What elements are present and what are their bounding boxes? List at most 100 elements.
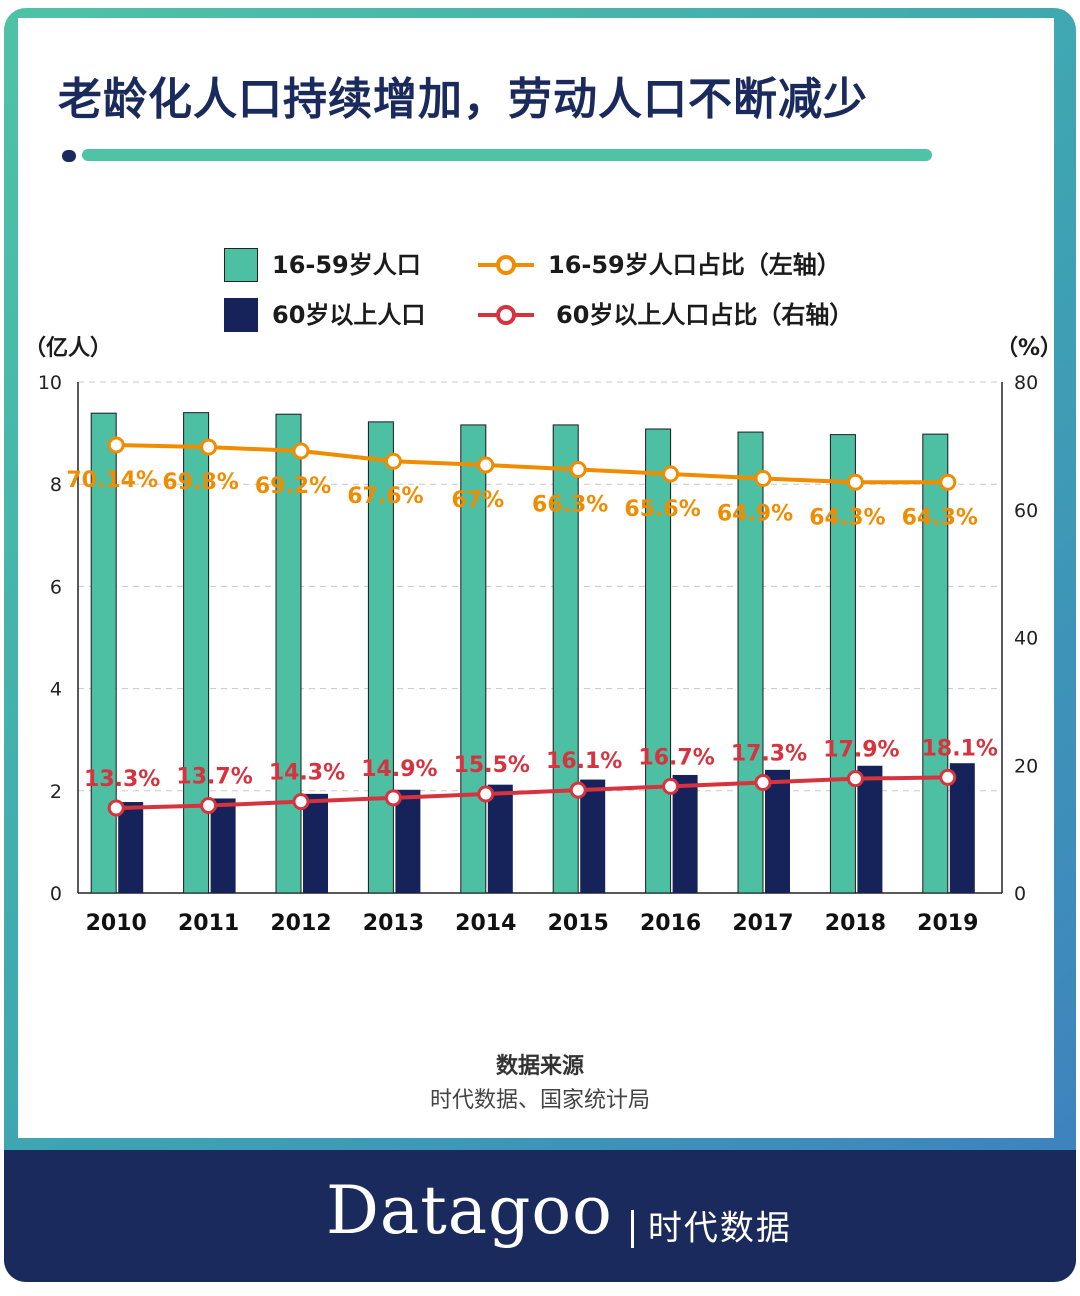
elderly-share-point [107,799,125,817]
title-underline-dot [62,150,76,162]
elderly-share-point [662,777,680,795]
bar-elderly [765,769,790,893]
left-axis-tick-label: 4 [50,679,62,701]
legend-swatch-working-age [224,248,258,282]
elderly-share-data-label: 13.7% [176,764,252,789]
working-age-share-data-label: 70.14% [66,468,158,493]
working-age-share-data-label: 69.2% [255,474,331,499]
elderly-share-data-label: 18.1% [922,736,998,761]
working-age-share-point [107,436,125,454]
bar-working-age [552,424,579,894]
left-axis-tick-label: 2 [50,781,62,803]
x-axis-tick-label: 2010 [86,911,147,936]
legend-label-working-age-share: 16-59岁人口占比（左轴） [548,251,841,279]
legend-item-working-age-bars: 16-59岁人口 [224,248,464,282]
bar-elderly [210,798,236,893]
bar-working-age [737,431,764,894]
x-axis-tick-label: 2018 [825,911,886,936]
brand-separator [630,1209,634,1248]
bar-working-age [183,412,210,894]
x-axis-tick-label: 2019 [917,911,978,936]
working-age-share-data-label: 67.6% [347,484,423,509]
elderly-share-point [200,796,218,814]
working-age-share-line [116,442,948,485]
brand-name: Datagoo [326,1172,613,1249]
elderly-share-line [116,775,948,811]
x-axis-tick-label: 2015 [548,911,609,936]
title-underline-bar [82,149,932,161]
elderly-share-data-label: 17.3% [731,741,807,766]
elderly-share-data-label: 15.5% [454,753,530,778]
left-axis-tick-label: 6 [50,576,62,598]
elderly-share-point [754,773,772,791]
bar-elderly [303,793,328,893]
elderly-share-data-label: 13.3% [84,767,160,792]
left-axis-unit: （亿人） [24,336,113,361]
working-age-share-data-label: 64.3% [809,505,885,530]
source-title: 数据来源 [495,1054,584,1079]
elderly-share-data-label: 16.7% [638,745,714,770]
brand-chinese: 时代数据 [647,1208,792,1249]
working-age-share-point [569,461,587,479]
bar-working-age [275,413,302,894]
elderly-share-data-label: 14.9% [361,757,437,782]
x-axis-tick-label: 2014 [455,911,516,936]
right-axis-tick-label: 20 [1014,755,1038,777]
bar-elderly [672,774,698,893]
legend-label-elderly: 60岁以上人口 [272,301,426,329]
working-age-share-data-label: 66.3% [532,493,608,518]
right-axis-tick-label: 0 [1014,883,1026,905]
bar-working-age [460,424,487,894]
left-axis-tick-label: 8 [50,474,62,496]
x-axis-tick-label: 2011 [178,911,239,936]
working-age-share-point [384,452,402,470]
legend-line-marker-orange [478,255,534,275]
legend-item-elderly-share: 60岁以上人口占比（右轴） [478,298,898,332]
legend-swatch-elderly [224,298,258,332]
working-age-share-point [939,473,957,491]
brand-logo: Datagoo 时代数据 [326,1166,792,1256]
left-axis-tick-label: 10 [38,372,62,394]
bar-elderly [949,763,975,893]
legend-item-working-age-share: 16-59岁人口占比（左轴） [478,248,898,282]
elderly-share-data-label: 17.9% [823,738,899,763]
working-age-share-point [477,456,495,474]
bar-working-age [922,433,949,894]
working-age-share-point [846,473,864,491]
working-age-share-point [292,442,310,460]
legend-label-working-age: 16-59岁人口 [272,251,421,279]
working-age-share-point [200,438,218,456]
bar-working-age [645,428,672,894]
working-age-share-data-label: 64.3% [902,505,978,530]
chart-plot: 0 2 4 6 8 10 0 20 40 60 80 2010 2011 2012 2013 2014 2015… [38,372,1038,936]
bar-working-age [829,434,856,894]
working-age-share-data-label: 65.6% [624,497,700,522]
elderly-share-point [939,768,957,786]
working-age-share-data-label: 64.9% [717,501,793,526]
x-axis-tick-label: 2017 [732,911,793,936]
right-axis-tick-label: 40 [1014,628,1038,650]
bar-elderly [857,765,883,893]
right-axis-unit: （%） [996,336,1063,361]
elderly-share-data-label: 16.1% [546,749,622,774]
bar-working-age [367,421,394,894]
elderly-share-point [292,793,310,811]
legend-item-elderly-bars: 60岁以上人口 [224,298,464,332]
x-axis-tick-label: 2012 [270,911,331,936]
elderly-share-data-label: 14.3% [269,761,345,786]
source-text: 时代数据、国家统计局 [429,1088,650,1113]
x-axis-tick-label: 2013 [363,911,424,936]
bar-elderly [118,802,144,893]
bar-elderly [580,779,606,893]
elderly-share-point [846,770,864,788]
elderly-share-point [477,785,495,803]
elderly-share-point [569,781,587,799]
working-age-share-data-label: 69.8% [162,470,238,495]
working-age-share-point [662,465,680,483]
bar-elderly [395,789,421,893]
elderly-share-point [384,789,402,807]
right-axis-tick-label: 80 [1014,372,1038,394]
legend-line-marker-red [478,305,534,325]
footer-banner [4,1150,1076,1282]
x-axis-tick-label: 2016 [640,911,701,936]
